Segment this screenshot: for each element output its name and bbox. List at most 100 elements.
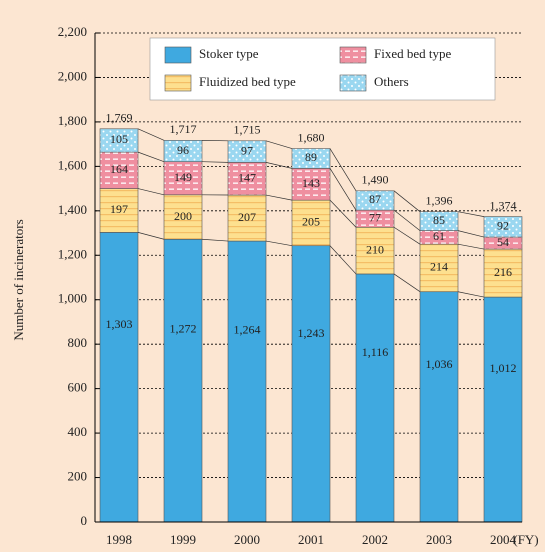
y-tick-label: 600 [68,380,88,395]
connector [393,209,421,231]
legend-label: Fixed bed type [374,46,451,61]
bar-segment [355,273,395,523]
connector [393,226,421,245]
connector [265,162,293,169]
legend-swatch [339,46,367,64]
connector [329,148,357,191]
bar-segment [163,238,203,523]
y-tick-label: 200 [68,469,88,484]
segment-label: 89 [305,150,317,164]
connector [457,211,485,217]
bar-segment [99,151,139,189]
connector [457,243,485,250]
segment-label: 96 [177,143,189,157]
bar-segment [227,140,267,163]
connector [265,194,293,201]
legend-label: Stoker type [199,46,259,61]
bar-segment [419,211,459,231]
segment-label: 200 [174,209,192,223]
total-label: 1,374 [490,198,517,212]
bar-segment [483,248,523,298]
connector [329,245,357,275]
bar-segment [291,245,331,523]
connector [265,240,293,247]
segment-label: 1,264 [234,323,261,337]
segment-label: 207 [238,210,256,224]
segment-label: 54 [497,235,509,249]
total-label: 1,769 [106,111,133,125]
connector [329,168,357,211]
total-label: 1,717 [170,122,197,136]
connector [329,199,357,228]
segment-label: 205 [302,215,320,229]
y-tick-label: 1,400 [58,202,87,217]
segment-label: 216 [494,265,512,279]
y-tick-label: 800 [68,335,88,350]
segment-label: 197 [110,202,128,216]
x-tick-label: 2000 [234,532,260,547]
total-label: 1,490 [362,173,389,187]
x-tick-label: 1998 [106,532,132,547]
bar-segment [419,291,459,523]
segment-label: 1,303 [106,317,133,331]
bar-segment [227,194,267,242]
x-tick-label: 2004 [490,532,517,547]
segment-label: 1,116 [362,345,389,359]
segment-label: 1,272 [170,321,197,335]
segment-label: 61 [433,229,445,243]
bar-segment [163,140,203,162]
legend-swatch [164,74,192,92]
bar-segment [419,243,459,293]
total-label: 1,680 [298,130,325,144]
segment-label: 149 [174,170,192,184]
segment-label: 1,012 [490,361,517,375]
x-tick-label: 1999 [170,532,196,547]
bar-segment [483,296,523,523]
connector [393,273,421,293]
segment-label: 97 [241,143,253,157]
segment-label: 164 [110,162,128,176]
segment-label: 77 [369,210,381,224]
y-tick-label: 2,200 [58,24,87,39]
x-tick-label: 2001 [298,532,324,547]
bar-segment [163,161,203,196]
segment-label: 214 [430,260,448,274]
segment-label: 1,036 [426,357,453,371]
connector [201,161,229,163]
bar-segment [291,148,331,169]
total-label: 1,396 [426,193,453,207]
connector [201,238,229,242]
segment-label: 210 [366,242,384,256]
bar-segment [163,194,203,240]
total-label: 1,715 [234,123,261,137]
y-tick-label: 400 [68,424,88,439]
bar-segment [227,240,267,523]
segment-label: 147 [238,170,256,184]
bar-segment [291,168,331,201]
segment-label: 105 [110,132,128,146]
legend-label: Others [374,74,409,89]
connector [457,291,485,298]
bar-segment [291,199,331,247]
connector [137,128,165,141]
x-unit: (FY) [513,532,538,547]
y-tick-label: 1,800 [58,113,87,128]
connector [393,190,421,212]
bar-segment [227,162,267,196]
connector [137,188,165,196]
bar-segment [99,128,139,153]
x-tick-label: 2002 [362,532,388,547]
connector [265,140,293,149]
bar-segment [355,226,395,275]
y-tick-label: 1,000 [58,291,87,306]
x-tick-label: 2003 [426,532,452,547]
y-tick-label: 1,600 [58,157,87,172]
y-tick-label: 1,200 [58,246,87,261]
y-axis-label: Number of incinerators [11,219,26,340]
legend-box [149,37,496,101]
connector [457,230,485,238]
segment-label: 92 [497,219,509,233]
connector [137,151,165,163]
legend-label: Fluidized bed type [199,74,296,89]
